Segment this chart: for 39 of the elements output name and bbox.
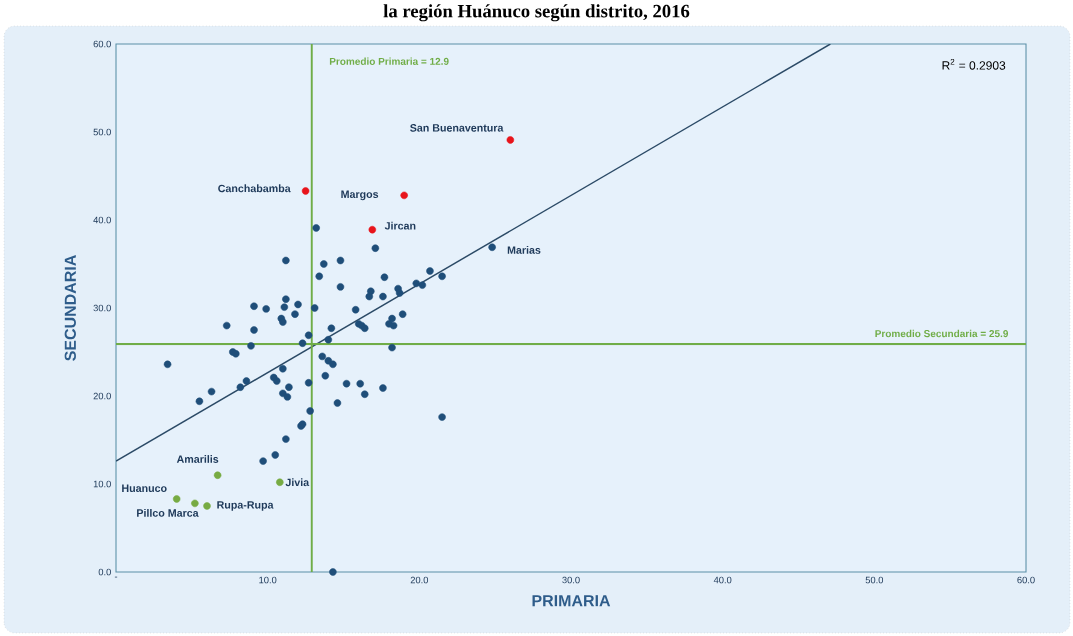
x-tick-label: 10.0	[259, 576, 277, 584]
y-axis-title: SECUNDARIA	[64, 255, 76, 361]
point	[203, 502, 211, 510]
y-tick-label: 30.0	[93, 304, 111, 312]
x-tick-label: 40.0	[713, 576, 732, 584]
ref-line-label: Promedio Secundaria = 25.9	[875, 329, 1009, 338]
annotation: Margos	[341, 190, 379, 201]
y-tick-label: 20.0	[93, 392, 111, 400]
x-axis-title: PRIMARIA	[532, 595, 611, 607]
x-tick-label: 20.0	[410, 576, 429, 584]
y-tick-label: 0.0	[98, 568, 111, 576]
chart-title: la región Huánuco según distrito, 2016	[383, 4, 690, 22]
point	[301, 187, 310, 195]
point	[191, 499, 199, 508]
annotation: Jivia	[285, 478, 310, 487]
annotation: Jircan	[384, 221, 416, 230]
point	[368, 225, 377, 234]
point	[213, 471, 222, 479]
ref-line-label: Promedio Primaria = 12.9	[329, 57, 449, 65]
y-tick-label: 50.0	[93, 128, 111, 136]
annotation: Canchabamba	[218, 184, 291, 193]
x-tick-label: 30.0	[562, 576, 580, 584]
annotation: Rupa-Rupa	[217, 501, 274, 511]
x-tick-label: 60.0	[1017, 576, 1035, 584]
y-tick-label: 60.0	[93, 40, 111, 48]
annotation: Huanuco	[122, 484, 167, 493]
annotation: Amarilis	[176, 455, 219, 463]
point	[276, 478, 284, 486]
annotation: R$^{2}$ = 0.2903	[942, 58, 1006, 70]
annotation: Pillco Marca	[137, 508, 199, 517]
annotation: San Buenaventura	[410, 124, 504, 132]
point	[506, 136, 515, 144]
y-tick-label: 10.0	[93, 480, 111, 488]
x-tick-label: 50.0	[865, 576, 884, 584]
x-tick-label: -	[114, 576, 118, 578]
annotation: Marias	[507, 246, 541, 254]
y-tick-label: 40.0	[93, 216, 111, 224]
point	[172, 495, 181, 503]
point	[400, 191, 408, 200]
